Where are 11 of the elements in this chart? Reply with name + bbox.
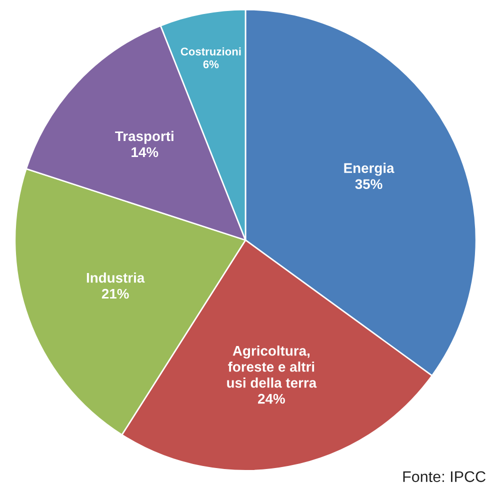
slice-label: Agricoltura, foreste e altri usi della terra [227, 346, 317, 388]
data-label: 24% [258, 394, 285, 404]
data-label: 35% [355, 179, 382, 190]
slice-label: Industria [86, 272, 145, 283]
data-label: 21% [102, 288, 129, 299]
source-note: Fonte: IPCC [403, 471, 486, 482]
slice-label: Costruzioni [180, 47, 241, 56]
data-label: 14% [132, 147, 158, 158]
slice-label: Energia [344, 162, 394, 176]
data-label: 6% [203, 60, 219, 68]
slice-label: Trasporti [115, 130, 174, 144]
